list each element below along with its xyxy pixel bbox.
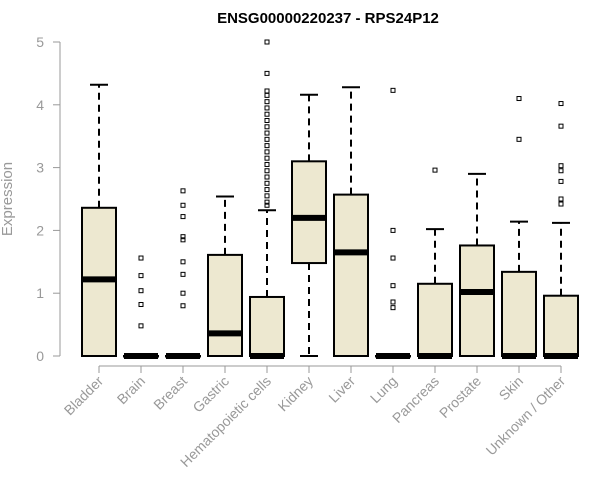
y-tick-label: 2 (36, 222, 44, 238)
box-iqr (543, 294, 579, 358)
box-group (333, 86, 369, 357)
box-group (165, 188, 201, 359)
outlier-point (390, 305, 396, 311)
box-iqr (459, 244, 495, 357)
outlier-point (558, 101, 564, 107)
box-group (501, 96, 537, 359)
outlier-point (180, 290, 186, 296)
outlier-point (264, 199, 270, 205)
outlier-point (180, 237, 186, 243)
outlier-point (180, 188, 186, 194)
outlier-point (180, 214, 186, 220)
y-tick-label: 1 (36, 285, 44, 301)
outlier-point (138, 323, 144, 329)
outlier-point (264, 136, 270, 142)
outlier-point (138, 273, 144, 279)
outlier-point (390, 299, 396, 305)
box-iqr (291, 160, 327, 265)
y-tick-label: 3 (36, 160, 44, 176)
outlier-point (516, 136, 522, 142)
box-group (123, 255, 159, 359)
box-group (459, 172, 495, 357)
outlier-point (180, 303, 186, 309)
outlier-point (558, 196, 564, 202)
box-iqr (207, 253, 243, 357)
box-group (543, 101, 579, 359)
box-iqr (249, 295, 285, 357)
box-group (375, 87, 411, 359)
outlier-point (180, 259, 186, 265)
outlier-point (390, 87, 396, 93)
outlier-point (264, 155, 270, 161)
x-tick-label: Unknown / Other (483, 373, 569, 459)
outlier-point (264, 193, 270, 199)
outlier-point (264, 187, 270, 193)
box-iqr (417, 282, 453, 357)
outlier-point (264, 130, 270, 136)
box-group (81, 83, 117, 357)
x-tick-label: Prostate (436, 373, 484, 421)
y-axis: 0 1 2 3 4 5 (36, 34, 61, 364)
outlier-point (390, 227, 396, 233)
x-tick-label: Pancreas (389, 373, 442, 426)
outlier-point (180, 202, 186, 208)
y-axis-label: Expression (0, 162, 16, 236)
x-tick-label: Brain (114, 373, 148, 407)
box-iqr (501, 270, 537, 357)
outlier-point (264, 70, 270, 76)
x-tick-label: Skin (496, 373, 527, 404)
box-group (207, 195, 243, 357)
outlier-point (264, 202, 270, 208)
outlier-point (264, 118, 270, 123)
outlier-point (558, 163, 564, 169)
boxes (81, 39, 579, 359)
outlier-point (264, 105, 270, 111)
box-group (291, 93, 327, 357)
outlier-point (264, 92, 270, 98)
box-group (417, 167, 453, 359)
x-tick-label: Liver (325, 373, 358, 406)
outlier-point (264, 143, 270, 149)
outlier-point (264, 88, 270, 94)
outlier-point (264, 124, 270, 130)
outlier-point (558, 178, 564, 184)
x-tick-label: Breast (150, 373, 190, 413)
chart-title: ENSG00000220237 - RPS24P12 (217, 10, 439, 27)
outlier-point (138, 302, 144, 308)
outlier-point (558, 123, 564, 129)
outlier-point (264, 149, 270, 155)
outlier-point (264, 39, 270, 45)
outlier-point (138, 288, 144, 294)
outlier-point (558, 168, 564, 174)
outlier-point (264, 174, 270, 180)
outlier-point (138, 255, 144, 261)
outlier-point (558, 201, 564, 207)
outlier-point (264, 168, 270, 174)
outlier-point (264, 111, 270, 117)
outlier-point (432, 167, 438, 173)
x-tick-label: Kidney (275, 373, 317, 415)
outlier-point (264, 180, 270, 186)
outlier-point (180, 271, 186, 277)
box-group (249, 39, 285, 359)
x-tick-label: Bladder (61, 373, 107, 419)
y-tick-label: 5 (36, 34, 44, 50)
x-tick-label: Lung (367, 373, 400, 406)
outlier-point (264, 161, 270, 167)
outlier-point (180, 234, 186, 240)
outlier-point (264, 99, 270, 105)
y-tick-label: 4 (36, 97, 44, 113)
outlier-point (390, 283, 396, 289)
outlier-point (390, 255, 396, 261)
y-tick-label: 0 (36, 348, 44, 364)
outlier-point (516, 96, 522, 102)
box-iqr (333, 193, 369, 357)
